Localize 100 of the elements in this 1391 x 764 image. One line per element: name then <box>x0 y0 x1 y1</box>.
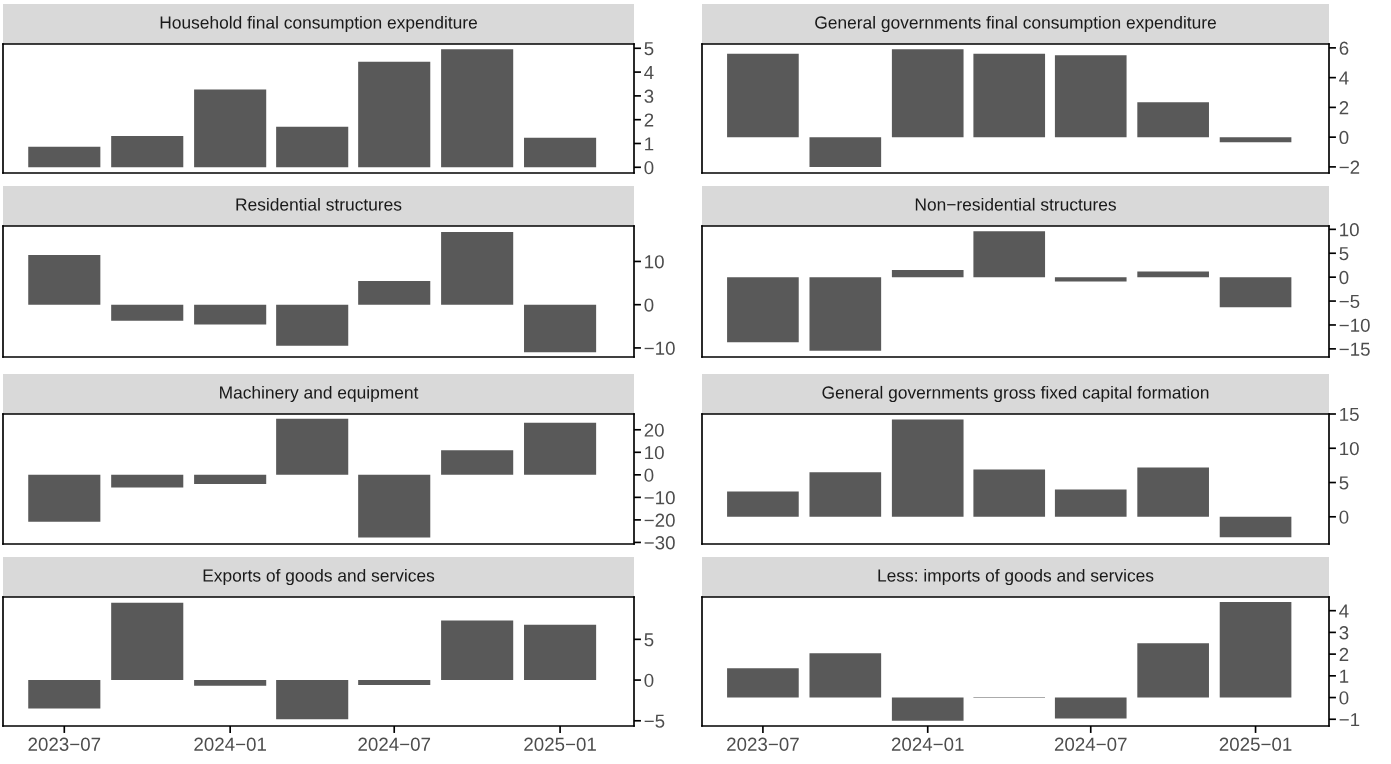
bar <box>28 254 101 305</box>
bar <box>28 680 101 709</box>
x-tick-label: 2023−07 <box>28 737 101 751</box>
chart-title: General governments gross fixed capital formation <box>822 385 1209 403</box>
bar <box>891 697 964 721</box>
bar <box>358 680 431 685</box>
bar <box>1054 489 1127 517</box>
y-tick-label: −5 <box>644 714 665 728</box>
x-tick-label: 2024−01 <box>891 737 964 751</box>
y-tick-label: −20 <box>644 513 675 527</box>
bar <box>524 624 597 681</box>
y-tick-label: −10 <box>644 341 675 355</box>
y-tick-label: 0 <box>644 673 654 688</box>
bar <box>111 474 184 488</box>
y-tick-label: 0 <box>1339 691 1349 705</box>
x-tick-label: 2024−07 <box>1054 737 1127 751</box>
bar <box>111 602 184 681</box>
x-tick-label: 2025−01 <box>524 737 596 751</box>
y-tick-label: −5 <box>1339 294 1360 309</box>
chart-title: Non−residential structures <box>915 197 1116 211</box>
bar <box>973 231 1046 278</box>
bar <box>727 491 799 517</box>
bar <box>891 49 964 138</box>
bar <box>973 53 1046 138</box>
bar <box>276 680 349 720</box>
bar <box>973 469 1046 517</box>
bar <box>194 89 267 168</box>
bar <box>28 146 101 168</box>
y-tick-label: 10 <box>1340 441 1359 456</box>
y-tick-label: 3 <box>1339 626 1349 640</box>
bar <box>1054 277 1127 282</box>
y-tick-label: 4 <box>1339 604 1349 618</box>
y-tick-label: 5 <box>1339 247 1349 261</box>
y-tick-label: 0 <box>1339 130 1349 145</box>
y-tick-label: 2 <box>644 113 654 127</box>
y-tick-label: 3 <box>644 89 654 103</box>
y-tick-label: 1 <box>1340 669 1349 683</box>
y-tick-label: 6 <box>1339 41 1349 55</box>
bar <box>1219 137 1292 143</box>
bar <box>441 49 514 168</box>
chart-title: General governments final consumption expenditure <box>815 15 1216 33</box>
bar <box>809 137 882 167</box>
bar <box>1219 277 1292 308</box>
bar <box>524 422 597 475</box>
bar <box>727 53 799 138</box>
x-tick-label: 2024−07 <box>358 737 431 751</box>
chart-title: Residential structures <box>236 197 402 211</box>
chart-title: Less: imports of goods and services <box>878 568 1154 586</box>
y-tick-label: 0 <box>644 468 654 482</box>
bar <box>809 277 882 351</box>
bar <box>727 277 799 343</box>
bar <box>1137 643 1209 698</box>
chart-title: Exports of goods and services <box>203 568 435 586</box>
bar <box>276 418 349 475</box>
chart-title: Household final consumption expenditure <box>160 15 477 33</box>
bar <box>194 304 267 325</box>
y-tick-label: −1 <box>1339 713 1360 727</box>
bar <box>1137 467 1209 517</box>
bar <box>441 232 514 305</box>
y-tick-label: 10 <box>645 446 664 460</box>
bar <box>809 472 882 517</box>
y-tick-label: −30 <box>644 536 675 550</box>
y-tick-label: −10 <box>644 491 675 505</box>
bar <box>1219 516 1292 538</box>
bar <box>891 269 964 278</box>
bar <box>441 620 514 681</box>
bar <box>727 668 799 698</box>
bar <box>194 680 267 686</box>
y-tick-label: 10 <box>645 255 664 269</box>
y-tick-label: 2 <box>1339 101 1349 115</box>
bar <box>1219 601 1292 698</box>
bar <box>194 474 267 485</box>
x-tick-label: 2024−01 <box>194 737 267 751</box>
x-tick-label: 2023−07 <box>727 737 799 751</box>
y-tick-label: 4 <box>1339 71 1349 85</box>
x-tick-label: 2025−01 <box>1219 737 1292 751</box>
y-tick-label: 5 <box>1339 476 1349 490</box>
bar <box>1137 271 1209 278</box>
bar <box>524 137 597 168</box>
bar <box>891 419 964 517</box>
chart-title: Machinery and equipment <box>220 385 419 403</box>
y-tick-label: 0 <box>644 298 654 312</box>
bar <box>111 304 184 321</box>
y-tick-label: −10 <box>1339 318 1370 332</box>
y-tick-label: 15 <box>1340 407 1359 421</box>
y-tick-label: 0 <box>1339 510 1349 524</box>
bar <box>809 653 882 698</box>
bar <box>1137 102 1209 138</box>
y-tick-label: 0 <box>644 160 654 175</box>
bar <box>111 136 184 168</box>
y-tick-label: 0 <box>1339 270 1349 285</box>
bar <box>276 304 349 346</box>
y-tick-label: 4 <box>644 65 654 79</box>
bar <box>358 61 431 168</box>
y-tick-label: −2 <box>1339 160 1360 174</box>
bar <box>28 474 101 522</box>
bar <box>358 474 431 538</box>
bar <box>524 304 597 353</box>
y-tick-label: 2 <box>1339 647 1349 661</box>
y-tick-label: 10 <box>1340 223 1359 237</box>
